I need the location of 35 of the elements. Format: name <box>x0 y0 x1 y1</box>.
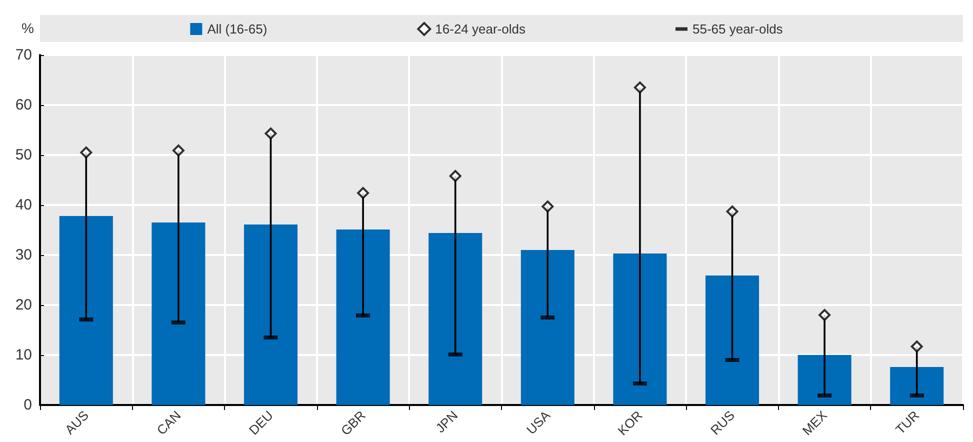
bar <box>152 222 206 405</box>
y-tick-label: 50 <box>15 146 32 164</box>
legend-label: All (16-65) <box>207 22 268 36</box>
y-tick-label: 60 <box>15 96 32 114</box>
bar <box>890 367 944 405</box>
bar <box>798 355 852 405</box>
point <box>542 200 554 212</box>
y-tick-label: 0 <box>24 396 32 414</box>
bar <box>613 254 667 405</box>
x-tick-label: TUR <box>892 408 922 438</box>
bar <box>705 276 760 405</box>
bar <box>428 233 482 405</box>
y-tick-label: 70 <box>15 46 32 64</box>
y-tick-label: 20 <box>15 296 32 314</box>
point <box>726 206 738 218</box>
x-tick-label: USA <box>523 407 554 438</box>
bar <box>244 224 298 405</box>
point <box>449 170 462 182</box>
point <box>264 128 277 140</box>
bar <box>520 250 574 405</box>
legend-label: 55-65 year-olds <box>692 22 784 36</box>
point <box>818 309 831 321</box>
y-tick-label: 30 <box>15 246 32 264</box>
point <box>357 187 370 199</box>
y-axis-title: % <box>22 20 34 36</box>
bar <box>336 230 390 405</box>
point <box>634 82 646 94</box>
point <box>172 144 184 156</box>
y-tick-label: 40 <box>15 196 32 214</box>
legend-label: 16-24 year-olds <box>435 22 526 36</box>
point <box>910 340 923 352</box>
x-tick-label: JPN <box>432 408 461 436</box>
y-tick-label: 10 <box>15 346 32 364</box>
bar <box>59 216 113 405</box>
point <box>80 146 92 158</box>
